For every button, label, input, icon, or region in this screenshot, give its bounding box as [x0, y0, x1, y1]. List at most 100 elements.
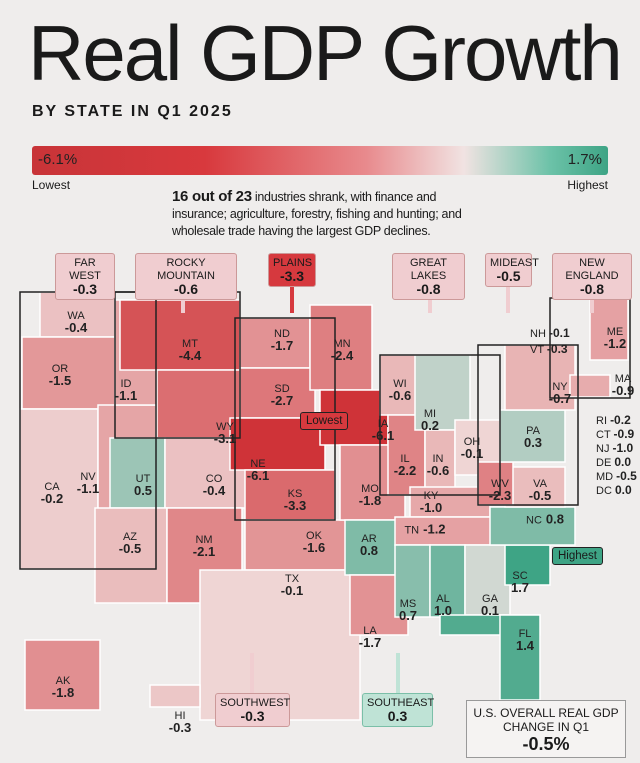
state-label-il: IL -2.2	[394, 453, 416, 477]
scale-max: 1.7%	[567, 151, 602, 168]
region-callout-new-england: NEW ENGLAND -0.8	[552, 253, 632, 300]
state-abbr: WY	[216, 421, 234, 433]
small-state-label-nh: NH -0.1	[530, 326, 570, 340]
state-abbr: MA	[614, 373, 632, 385]
state-label-wi: WI -0.6	[389, 378, 411, 402]
state-abbr: NY	[552, 381, 568, 393]
state-value: -1.0	[419, 500, 443, 515]
region-callout-southwest: SOUTHWEST -0.3	[215, 693, 290, 727]
region-boundary	[379, 354, 501, 496]
state-value: -0.4	[202, 483, 226, 498]
state-abbr: OH	[463, 436, 481, 448]
state-abbr: ID	[120, 378, 132, 390]
state-label-ma: MA -0.9	[612, 373, 634, 397]
state-value: -0.3	[168, 720, 192, 735]
note-highlight: 16 out of 23	[172, 188, 252, 205]
state-value: -1.5	[48, 373, 72, 388]
state-value: -2.1	[192, 544, 216, 559]
state-label-ar: AR 0.8	[360, 533, 378, 557]
state-abbr: KY	[423, 490, 439, 502]
region-value: -0.6	[173, 281, 199, 297]
state-abbr: NE	[250, 458, 266, 470]
state-label-hi: HI -0.3	[169, 710, 191, 734]
state-abbr: MS	[399, 598, 417, 610]
state-abbr: MT	[182, 338, 198, 350]
state-abbr: OK	[306, 530, 322, 542]
state-hi-shape	[149, 684, 201, 708]
small-state-label-nj: NJ -1.0	[596, 442, 633, 455]
region-value: -0.8	[579, 281, 605, 297]
state-value: -0.9	[611, 383, 635, 398]
region-value: -3.3	[279, 268, 305, 284]
state-abbr: WI	[393, 378, 407, 390]
state-abbr: NV	[80, 471, 96, 483]
state-label-nd: ND -1.7	[271, 328, 293, 352]
scale-min-label: Lowest	[32, 178, 71, 192]
state-abbr: UT	[135, 473, 151, 485]
state-label-oh: OH -0.1	[461, 436, 483, 460]
state-abbr: CO	[205, 473, 223, 485]
state-value: 0.1	[480, 603, 500, 618]
state-abbr: NJ	[596, 443, 610, 455]
state-value: -2.4	[330, 348, 354, 363]
total-value: -0.5%	[522, 734, 570, 754]
state-value: -1.8	[358, 493, 382, 508]
state-label-nv: NV -1.1	[77, 471, 99, 495]
state-al-shape	[429, 544, 466, 618]
state-abbr: NH	[530, 328, 546, 340]
state-value: -0.1	[280, 583, 304, 598]
state-label-mt: MT -4.4	[179, 338, 201, 362]
state-abbr: AZ	[122, 531, 138, 543]
state-label-mn: MN -2.4	[331, 338, 353, 362]
state-abbr: IL	[400, 453, 410, 465]
state-label-co: CO -0.4	[203, 473, 225, 497]
highest-badge: Highest	[552, 547, 603, 565]
state-abbr: MI	[423, 408, 437, 420]
state-value: -0.3	[546, 342, 568, 356]
state-abbr: GA	[482, 593, 498, 605]
state-label-ne: NE -6.1	[247, 458, 269, 482]
state-value: -1.1	[76, 481, 100, 496]
state-abbr: SD	[274, 383, 290, 395]
small-state-label-ri: RI -0.2	[596, 414, 631, 427]
state-value: -2.3	[488, 488, 512, 503]
state-value: -6.1	[246, 468, 270, 483]
state-label-sd: SD -2.7	[271, 383, 293, 407]
state-value: -0.1	[548, 326, 570, 340]
state-value: 1.4	[515, 638, 535, 653]
state-ny-shape	[504, 344, 576, 411]
state-abbr: TN	[404, 524, 420, 537]
summary-note: 16 out of 23 industries shrank, with fin…	[172, 188, 482, 240]
region-value: -0.3	[72, 281, 98, 297]
state-ar-shape	[344, 519, 398, 576]
total-label: U.S. OVERALL REAL GDP CHANGE IN Q1	[473, 706, 619, 734]
state-ok-shape	[244, 519, 351, 571]
state-label-tn: TN -1.2	[404, 523, 445, 537]
state-value: -1.7	[270, 338, 294, 353]
state-abbr: MN	[333, 338, 351, 350]
state-label-ny: NY -0.7	[549, 381, 571, 405]
state-label-mo: MO -1.8	[359, 483, 381, 507]
region-callout-mideast: MIDEAST -0.5	[485, 253, 539, 287]
region-name: SOUTHWEST	[220, 697, 291, 709]
region-value: 0.3	[387, 708, 408, 724]
region-name: GREAT LAKES	[409, 257, 448, 282]
state-label-az: AZ -0.5	[119, 531, 141, 555]
state-label-ks: KS -3.3	[284, 488, 306, 512]
state-value: -4.4	[178, 348, 202, 363]
region-name: SOUTHEAST	[367, 697, 435, 709]
color-scale-bar: -6.1% 1.7%	[32, 146, 608, 175]
region-name: FAR WEST	[69, 257, 101, 282]
state-value: 0.8	[359, 543, 379, 558]
state-label-al: AL 1.0	[434, 593, 452, 617]
state-label-ky: KY -1.0	[420, 490, 442, 514]
state-mi-shape	[414, 354, 471, 431]
state-label-ok: OK -1.6	[303, 530, 325, 554]
state-value: 1.0	[433, 603, 453, 618]
state-va-shape	[504, 466, 566, 508]
state-value: -6.1	[371, 428, 395, 443]
state-value: -0.5	[118, 541, 142, 556]
state-value: -0.7	[548, 391, 572, 406]
state-label-wa: WA -0.4	[65, 310, 87, 334]
